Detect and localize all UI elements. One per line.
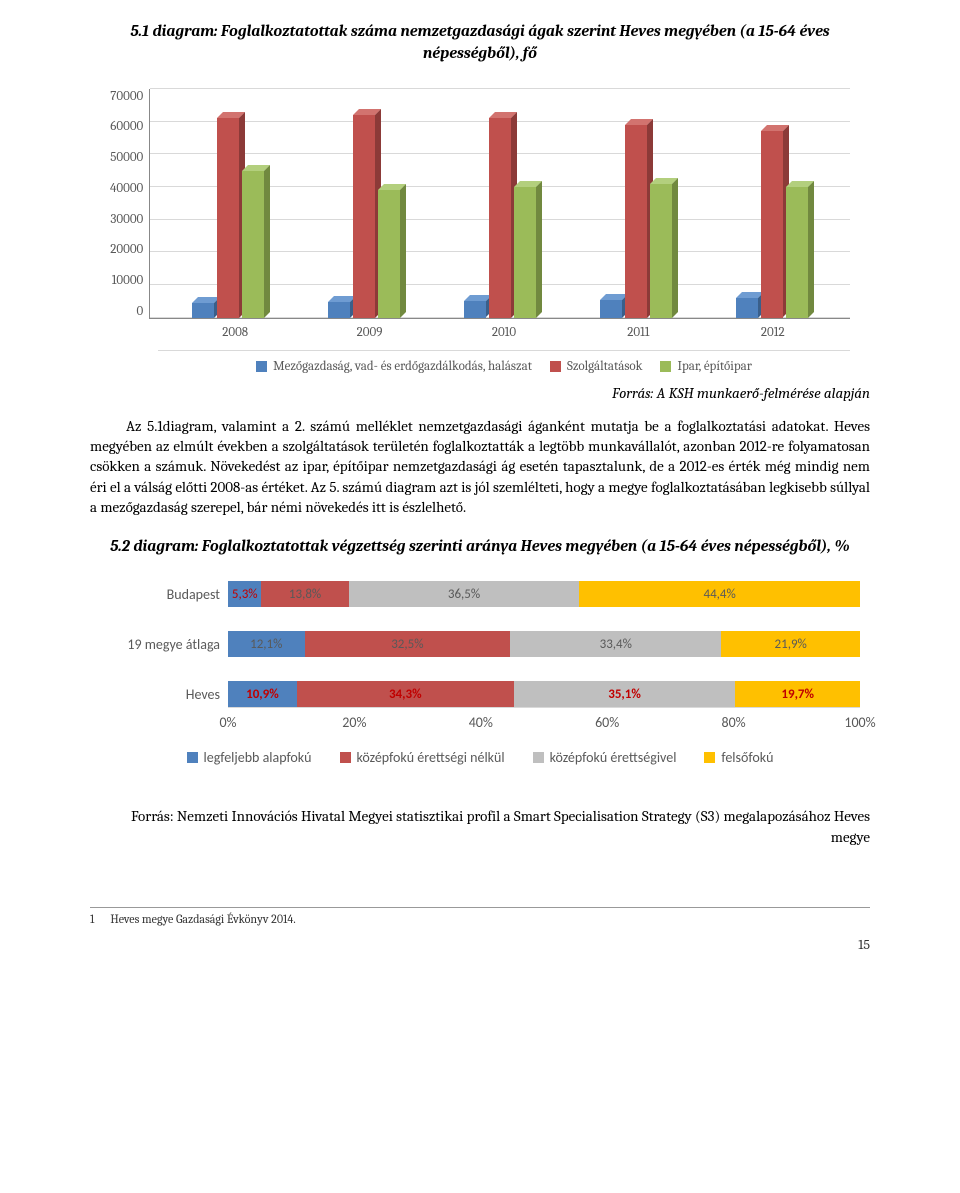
chart1-bar	[192, 303, 214, 318]
chart2-row-label: Heves	[100, 686, 220, 703]
chart2-segment: 5,3%	[228, 581, 261, 607]
chart2-stacked-bar: 12,1%32,5%33,4%21,9%	[228, 631, 860, 657]
chart1-bar	[786, 187, 808, 318]
chart2: Budapest 5,3%13,8%36,5%44,4% 19 megye átla…	[100, 581, 860, 766]
legend-label: középfokú érettségivel	[550, 749, 677, 766]
chart2-row: Heves 10,9%34,3%35,1%19,7%	[100, 681, 860, 707]
chart1-xtick: 2009	[330, 325, 410, 340]
chart1-ytick: 10000	[112, 273, 144, 288]
legend-label: Mezőgazdaság, vad- és erdőgazdálkodás, h…	[273, 359, 532, 374]
chart2-segment: 36,5%	[349, 581, 580, 607]
chart1-legend-item: Mezőgazdaság, vad- és erdőgazdálkodás, h…	[256, 359, 532, 374]
chart2-legend-item: középfokú érettségivel	[533, 749, 677, 766]
legend-label: legfeljebb alapfokú	[204, 749, 312, 766]
chart2-xtick: 0%	[219, 714, 236, 731]
chart1-ytick: 0	[137, 304, 144, 319]
footnote: 1 Heves megye Gazdasági Évkönyv 2014.	[90, 907, 870, 926]
chart2-row: 19 megye átlaga 12,1%32,5%33,4%21,9%	[100, 631, 860, 657]
chart1-xtick: 2008	[195, 325, 275, 340]
chart1-ytick: 50000	[110, 150, 143, 165]
chart2-xtick: 80%	[721, 714, 745, 731]
chart2-legend-item: középfokú érettségi nélkül	[340, 749, 505, 766]
chart1-bar	[625, 125, 647, 318]
chart2-stacked-bar: 10,9%34,3%35,1%19,7%	[228, 681, 860, 707]
chart2-xtick: 60%	[595, 714, 619, 731]
legend-swatch	[340, 752, 351, 763]
chart1-xtick: 2010	[464, 325, 544, 340]
chart1-yaxis: 70000 60000 50000 40000 30000 20000 10000 0	[110, 89, 149, 319]
chart1-legend-item: Szolgáltatások	[550, 359, 643, 374]
chart1-ytick: 60000	[110, 119, 143, 134]
legend-label: felsőfokú	[721, 749, 773, 766]
chart1-xaxis: 2008 2009 2010 2011 2012	[158, 319, 850, 340]
chart2-title: 5.2 diagram: Foglalkoztatottak végzettsé…	[90, 535, 870, 557]
chart1-ytick: 30000	[110, 212, 143, 227]
chart1-ytick: 70000	[110, 89, 143, 104]
page-number: 15	[90, 936, 870, 953]
chart2-rows: Budapest 5,3%13,8%36,5%44,4% 19 megye átla…	[100, 581, 860, 707]
chart1-bar	[761, 131, 783, 317]
footnote-text: Heves megye Gazdasági Évkönyv 2014.	[110, 912, 295, 926]
legend-label: Szolgáltatások	[567, 359, 643, 374]
chart1-xtick: 2012	[733, 325, 813, 340]
chart1-source: Forrás: A KSH munkaerő-felmérése alapján	[90, 384, 870, 402]
chart2-source: Forrás: Nemzeti Innovációs Hivatal Megye…	[90, 806, 870, 847]
chart1-legend-item: Ipar, építőipar	[660, 359, 751, 374]
chart2-segment: 33,4%	[510, 631, 721, 657]
chart1-bar	[514, 187, 536, 318]
chart2-segment: 13,8%	[261, 581, 348, 607]
chart2-segment: 10,9%	[228, 681, 297, 707]
chart1-bar	[650, 184, 672, 318]
chart2-segment: 21,9%	[721, 631, 860, 657]
chart2-segment: 12,1%	[228, 631, 305, 657]
body-paragraph: Az 5.1diagram, valamint a 2. számú mellé…	[90, 416, 870, 517]
chart1-title: 5.1 diagram: Foglalkoztatottak száma nem…	[90, 20, 870, 65]
chart2-row: Budapest 5,3%13,8%36,5%44,4%	[100, 581, 860, 607]
chart2-segment: 44,4%	[579, 581, 860, 607]
chart1-bar-group	[464, 89, 536, 318]
chart1-bar	[600, 300, 622, 318]
chart2-xtick: 100%	[844, 714, 875, 731]
chart2-legend: legfeljebb alapfokú középfokú érettségi n…	[100, 749, 860, 766]
chart2-xtick: 20%	[342, 714, 366, 731]
chart2-row-label: 19 megye átlaga	[100, 636, 220, 653]
chart2-segment: 32,5%	[305, 631, 511, 657]
chart1-bar	[217, 118, 239, 318]
legend-swatch	[660, 361, 671, 372]
chart1-legend: Mezőgazdaság, vad- és erdőgazdálkodás, h…	[158, 350, 850, 374]
chart1-bar-group	[600, 89, 672, 318]
legend-swatch	[256, 361, 267, 372]
chart1-bar	[378, 190, 400, 318]
chart1: 70000 60000 50000 40000 30000 20000 10000 0 200…	[110, 89, 850, 374]
chart1-bar	[736, 298, 758, 318]
legend-swatch	[187, 752, 198, 763]
chart2-legend-item: legfeljebb alapfokú	[187, 749, 312, 766]
chart1-ytick: 20000	[110, 242, 143, 257]
chart2-stacked-bar: 5,3%13,8%36,5%44,4%	[228, 581, 860, 607]
chart2-xaxis: 0%20%40%60%80%100%	[228, 707, 860, 731]
chart2-row-label: Budapest	[100, 586, 220, 603]
chart1-bar-group	[192, 89, 264, 318]
chart2-segment: 35,1%	[514, 681, 736, 707]
legend-label: Ipar, építőipar	[677, 359, 751, 374]
legend-swatch	[533, 752, 544, 763]
legend-swatch	[550, 361, 561, 372]
chart1-bar-group	[328, 89, 400, 318]
chart1-bar	[242, 171, 264, 318]
chart2-segment: 34,3%	[297, 681, 514, 707]
chart1-bar	[328, 302, 350, 318]
chart2-xtick: 40%	[469, 714, 493, 731]
chart1-plot	[149, 89, 850, 319]
chart2-segment: 19,7%	[735, 681, 860, 707]
chart1-bar	[464, 301, 486, 317]
chart1-bar	[489, 118, 511, 318]
chart2-legend-item: felsőfokú	[704, 749, 773, 766]
chart1-bar	[353, 115, 375, 318]
chart1-bar-group	[736, 89, 808, 318]
chart1-ytick: 40000	[110, 181, 143, 196]
legend-label: középfokú érettségi nélkül	[357, 749, 505, 766]
legend-swatch	[704, 752, 715, 763]
chart1-xtick: 2011	[598, 325, 678, 340]
footnote-num: 1	[90, 912, 94, 926]
